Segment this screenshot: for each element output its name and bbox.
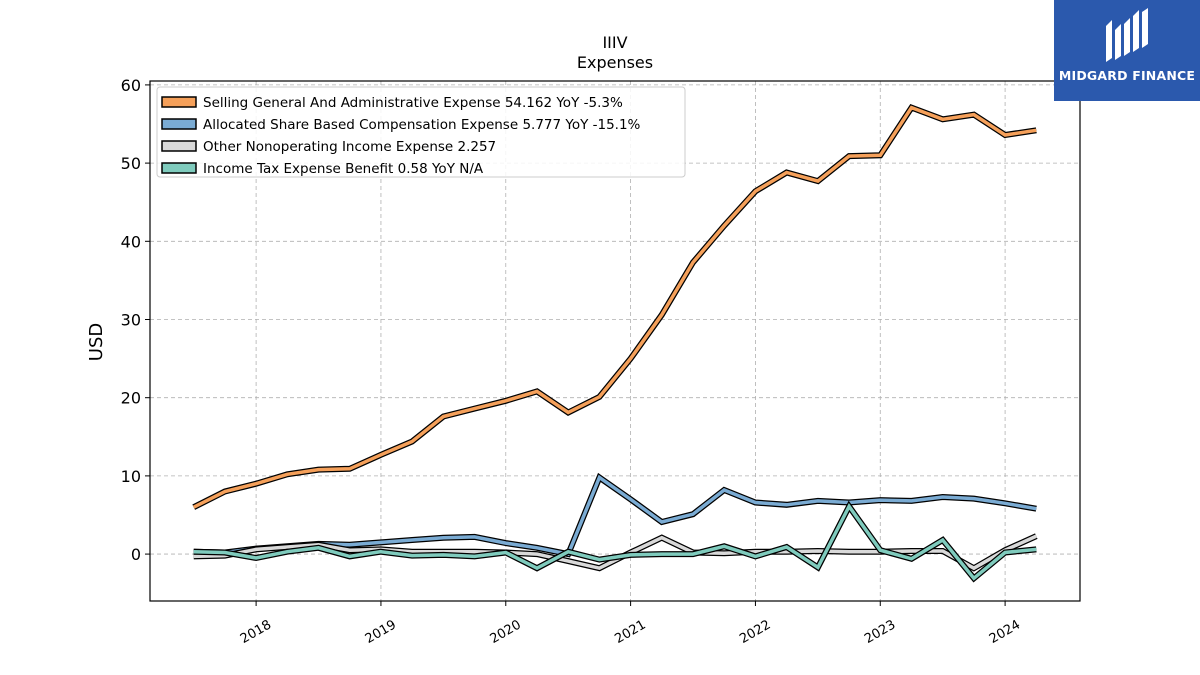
x-tick-label: 2020 <box>488 617 524 647</box>
legend-swatch <box>161 140 197 152</box>
x-tick-label: 2023 <box>862 617 898 647</box>
y-tick-label: 0 <box>131 545 141 564</box>
chart-subtitle: Expenses <box>577 53 653 72</box>
series-layer <box>192 103 1038 583</box>
y-axis-label: USD <box>86 323 107 361</box>
series-1 <box>193 472 1037 558</box>
midgard-logo-icon <box>1106 8 1148 62</box>
x-tick-label: 2021 <box>612 617 648 647</box>
series-0 <box>192 103 1037 510</box>
legend-swatch <box>161 162 197 174</box>
legend-box <box>156 86 686 178</box>
series-line <box>193 534 1038 571</box>
legend-entry: Allocated Share Based Compensation Expen… <box>203 117 641 133</box>
midgard-finance-logo: MIDGARD FINANCE <box>1054 0 1200 101</box>
series-line <box>192 105 1037 509</box>
legend-swatch <box>161 96 197 108</box>
x-tick-label: 2019 <box>363 617 399 647</box>
y-tick-label: 30 <box>121 310 141 329</box>
logo-text: MIDGARD FINANCE <box>1058 68 1196 83</box>
plot-frame <box>149 80 1081 602</box>
y-tick-label: 60 <box>121 76 141 95</box>
series-2 <box>193 533 1038 572</box>
x-tick-label: 2018 <box>238 617 274 647</box>
chart-title: IIIV <box>602 33 627 52</box>
y-tick-label: 10 <box>121 467 141 486</box>
y-tick-label: 50 <box>121 154 141 173</box>
legend-entry: Income Tax Expense Benefit 0.58 YoY N/A <box>203 161 484 177</box>
y-tick-label: 40 <box>121 232 141 251</box>
x-tick-label: 2024 <box>987 617 1023 647</box>
legend: Selling General And Administrative Expen… <box>156 86 686 178</box>
series-3 <box>193 500 1037 583</box>
legend-entry: Other Nonoperating Income Expense 2.257 <box>203 139 496 155</box>
series-line <box>193 503 1037 581</box>
legend-entry: Selling General And Administrative Expen… <box>203 95 623 111</box>
legend-swatch <box>161 118 197 130</box>
y-tick-label: 20 <box>121 389 141 408</box>
x-tick-label: 2022 <box>737 617 773 647</box>
series-line <box>193 474 1037 557</box>
